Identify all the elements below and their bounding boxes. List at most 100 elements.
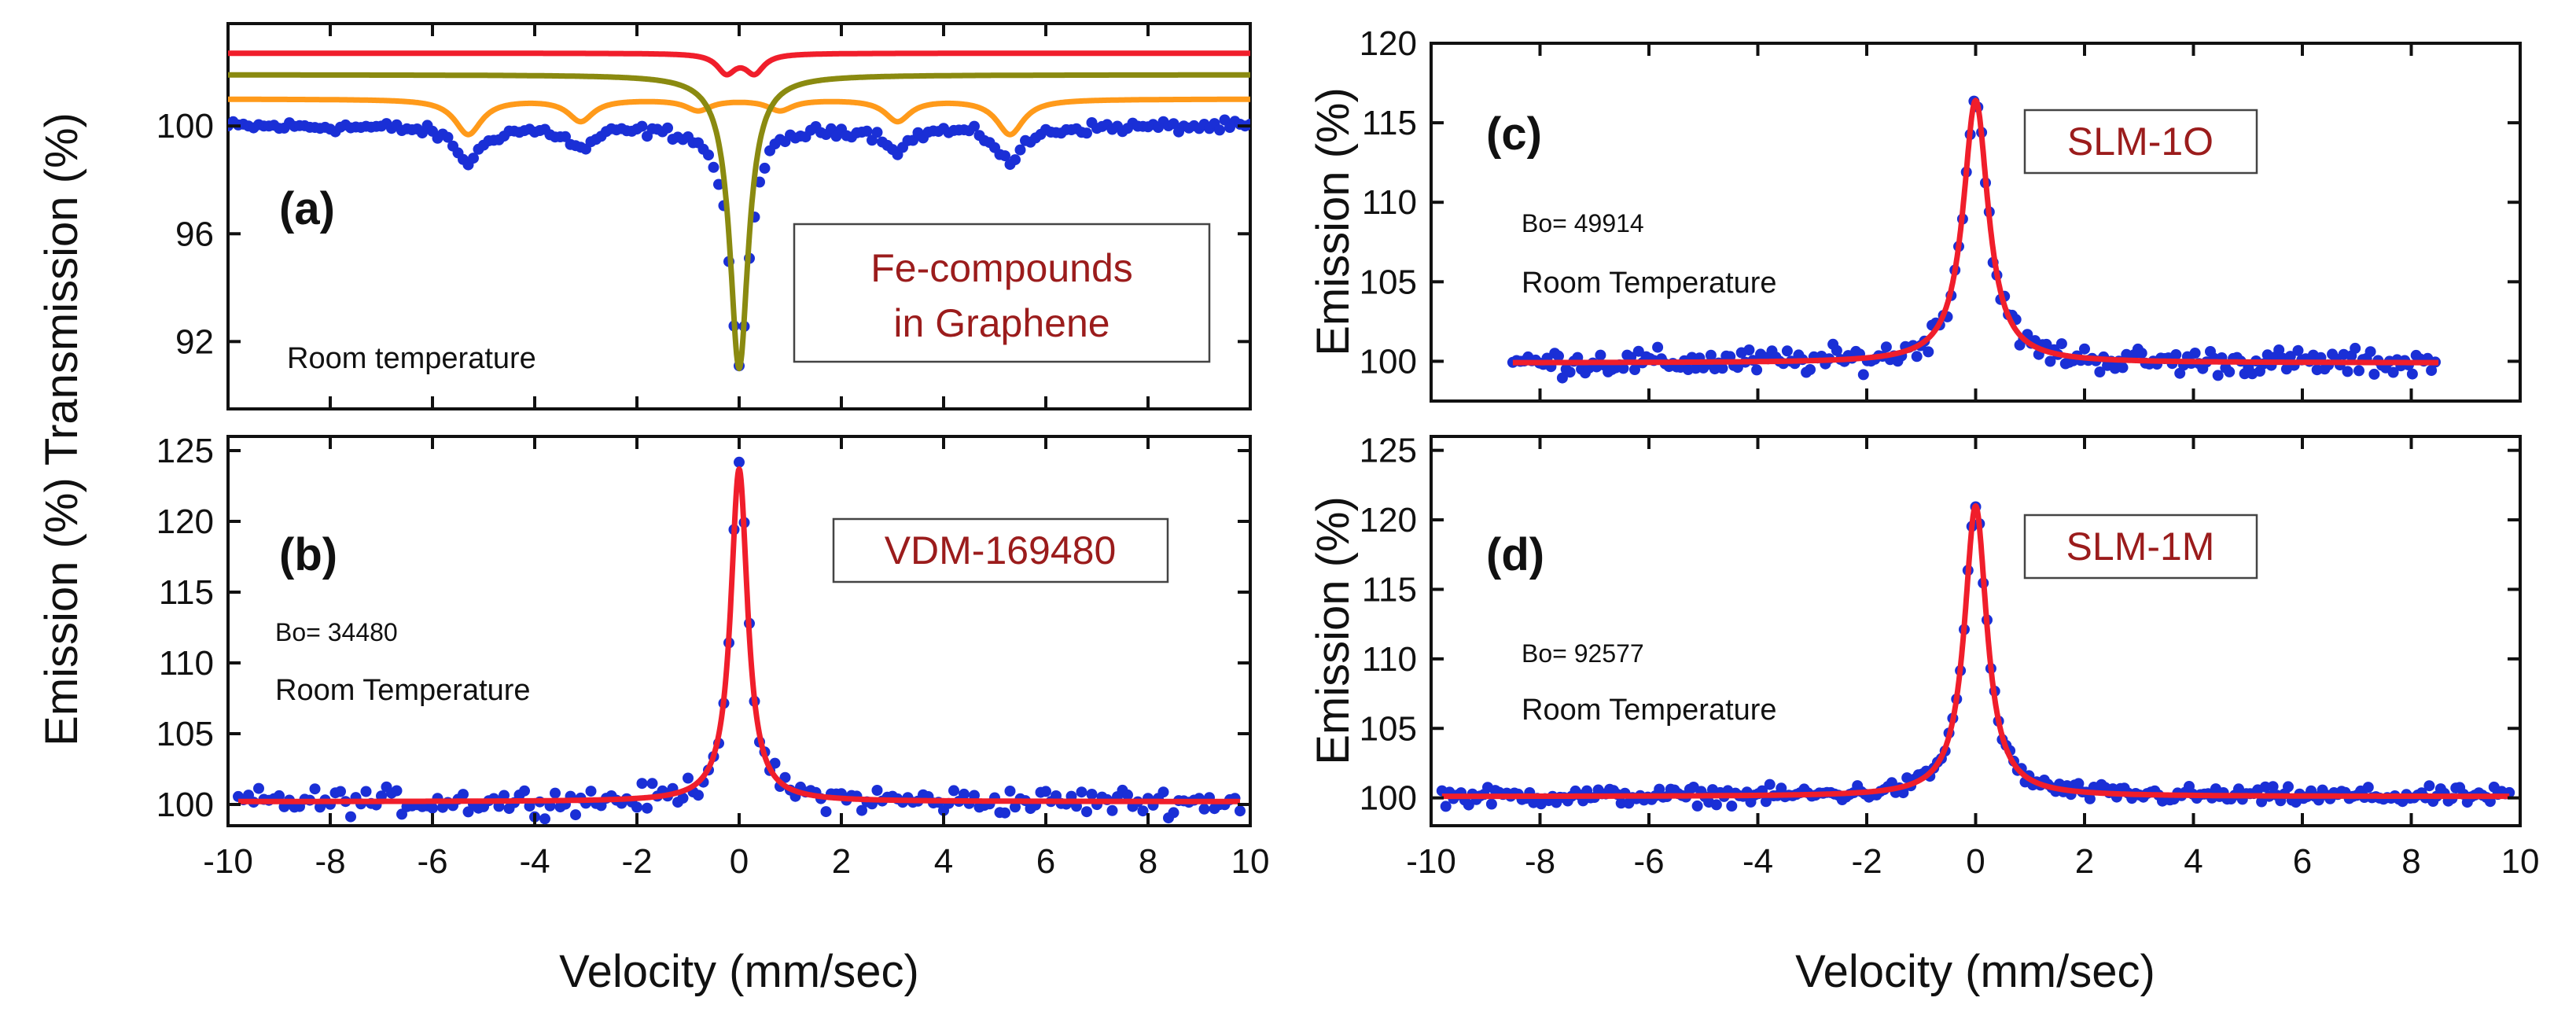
panel-b-data-point: [1122, 789, 1133, 801]
panel-c-data-point: [1831, 344, 1842, 356]
panel-b-data-point: [948, 785, 959, 797]
panel-c-data-point: [2044, 355, 2056, 367]
panel-b-series: [233, 456, 1246, 825]
panel-c-data-point: [1553, 350, 1564, 362]
panel-b-data-point: [1086, 789, 1098, 800]
panel-d-y-tick-label: 120: [1360, 501, 1417, 539]
panel-b-data-point: [499, 790, 510, 801]
panel-b-data-point: [1010, 801, 1021, 813]
panel-c-data-point: [1617, 363, 1629, 374]
panel-d-label: (d): [1486, 529, 1544, 580]
panel-b-legend-box: [832, 517, 1169, 583]
panel-b-data-point: [335, 786, 346, 797]
panel-d-data-point: [1764, 779, 1776, 790]
panel-b-data-point: [642, 802, 653, 814]
panel-b-data-point: [856, 804, 867, 816]
panel-d-y-tick-label: 100: [1360, 779, 1417, 818]
panel-c-data-point: [2170, 349, 2182, 360]
panel-b-data-point: [253, 782, 264, 794]
panel-b-data-point: [585, 786, 597, 797]
panel-c-data-point: [1595, 349, 1606, 361]
panel-c-data-point: [2406, 368, 2418, 380]
panel-c-data-point: [1564, 366, 1576, 378]
panel-b-data-point: [871, 785, 883, 796]
panel-d-data-point: [1440, 801, 1452, 812]
panel-d-data-point: [1760, 796, 1772, 808]
panel-a-y-tick-label: 100: [156, 107, 214, 145]
panel-d-data-point: [2084, 793, 2096, 804]
panel-b-data-point: [1137, 805, 1149, 817]
panel-d: 100 105 110 115 120 125 -10 -8 -6 -4 -2 0 2 4 6 8 10 Emi…: [1308, 432, 2539, 997]
panel-a-data-point: [1081, 127, 1092, 139]
panel-c-label: (c): [1486, 109, 1542, 160]
panel-a-data-point: [560, 131, 571, 142]
panel-c-data-point: [1556, 372, 1568, 384]
panel-b-data-point: [570, 809, 581, 821]
panel-b-data-point: [683, 772, 694, 784]
panel-d-x-tick-label: -2: [1851, 842, 1882, 881]
panel-b-data-point: [462, 806, 474, 818]
panel-b-data-point: [631, 801, 642, 813]
panel-b-legend-text: VDM-169480: [885, 528, 1117, 572]
panel-b-x-tick-label: -10: [203, 842, 253, 881]
panel-c-data-point: [2364, 346, 2376, 358]
panel-b-data-point: [1198, 803, 1210, 815]
panel-b-ticks: 100 105 110 115 120 125 -10 -8 -6 -4 -2 0 2 4 6 8 10: [156, 432, 1270, 881]
panel-c-data-point: [1705, 349, 1717, 361]
panel-c-data-point: [1911, 351, 1923, 363]
panel-c-y-tick-label: 100: [1360, 342, 1417, 381]
panel-d-data-point: [2256, 796, 2268, 808]
panel-b-data-point: [959, 788, 970, 800]
panel-c-data-point: [2212, 370, 2224, 381]
panel-d-x-tick-label: -8: [1525, 842, 1555, 881]
panel-c-data-point: [1652, 341, 1664, 353]
panel-d-x-tick-label: -6: [1633, 842, 1664, 881]
panel-d-annotation-room-temp: Room Temperature: [1522, 694, 1777, 727]
panel-c-ticks: 100 105 110 115 120: [1360, 24, 2522, 401]
panel-b-x-tick-label: 0: [730, 842, 749, 881]
panel-d-legend-text: SLM-1M: [2066, 525, 2215, 569]
panel-a-data-point: [969, 120, 980, 132]
panel-c-y-tick-label: 120: [1360, 24, 1417, 63]
panel-b-x-tick-label: 10: [1231, 842, 1270, 881]
panel-c-data-point: [2284, 351, 2296, 363]
panel-b-data-point: [345, 811, 356, 823]
panel-d-data-point: [2362, 782, 2374, 793]
panel-b-data-point: [677, 792, 689, 804]
panel-b-x-tick-label: 8: [1139, 842, 1157, 881]
panel-b-y-tick-label: 110: [159, 644, 214, 683]
panel-a-singlet-component-line: [228, 72, 1250, 372]
panel-d-data-point: [2073, 778, 2085, 790]
panel-c-data-point: [2136, 348, 2147, 359]
panel-c-data-point: [1923, 346, 1934, 358]
panel-c-data-point: [2174, 367, 2186, 379]
panel-c-legend-box: [2023, 109, 2258, 175]
panel-a-data-point: [703, 149, 714, 161]
panel-b-data-point: [1076, 786, 1087, 798]
panel-d-data-point: [2423, 780, 2435, 792]
panel-c-data-point: [1717, 363, 1728, 374]
panel-a-y-tick-label: 96: [175, 215, 214, 253]
panel-b-data-point: [693, 790, 704, 801]
panel-b-data-point: [550, 787, 561, 799]
panel-b-data-point: [1235, 805, 1246, 817]
panel-b-y-tick-label: 115: [159, 573, 214, 612]
panel-b-x-tick-label: -4: [519, 842, 550, 881]
panel-b-data-point: [646, 778, 658, 790]
panel-c-data-point: [2342, 366, 2353, 377]
panel-a-data-point: [1245, 119, 1250, 130]
panel-d-data-point: [2283, 781, 2294, 793]
panel-a-data-point: [662, 122, 673, 134]
panel-b-annotation-room-temp: Room Temperature: [275, 674, 531, 707]
panel-b-x-tick-label: -6: [417, 842, 447, 881]
panel-a-data-point: [1014, 144, 1026, 156]
panel-a-data-point: [999, 150, 1010, 162]
panel-c-y-tick-label: 115: [1362, 104, 1417, 142]
panel-c-data-point: [1743, 344, 1755, 355]
panel-b-x-tick-label: 6: [1036, 842, 1055, 881]
panel-c-data-point: [2387, 366, 2399, 378]
panel-a-legend-line-2: in Graphene: [893, 301, 1110, 345]
panel-b-data-point: [1081, 806, 1092, 818]
panel-b-data-point: [636, 778, 648, 790]
